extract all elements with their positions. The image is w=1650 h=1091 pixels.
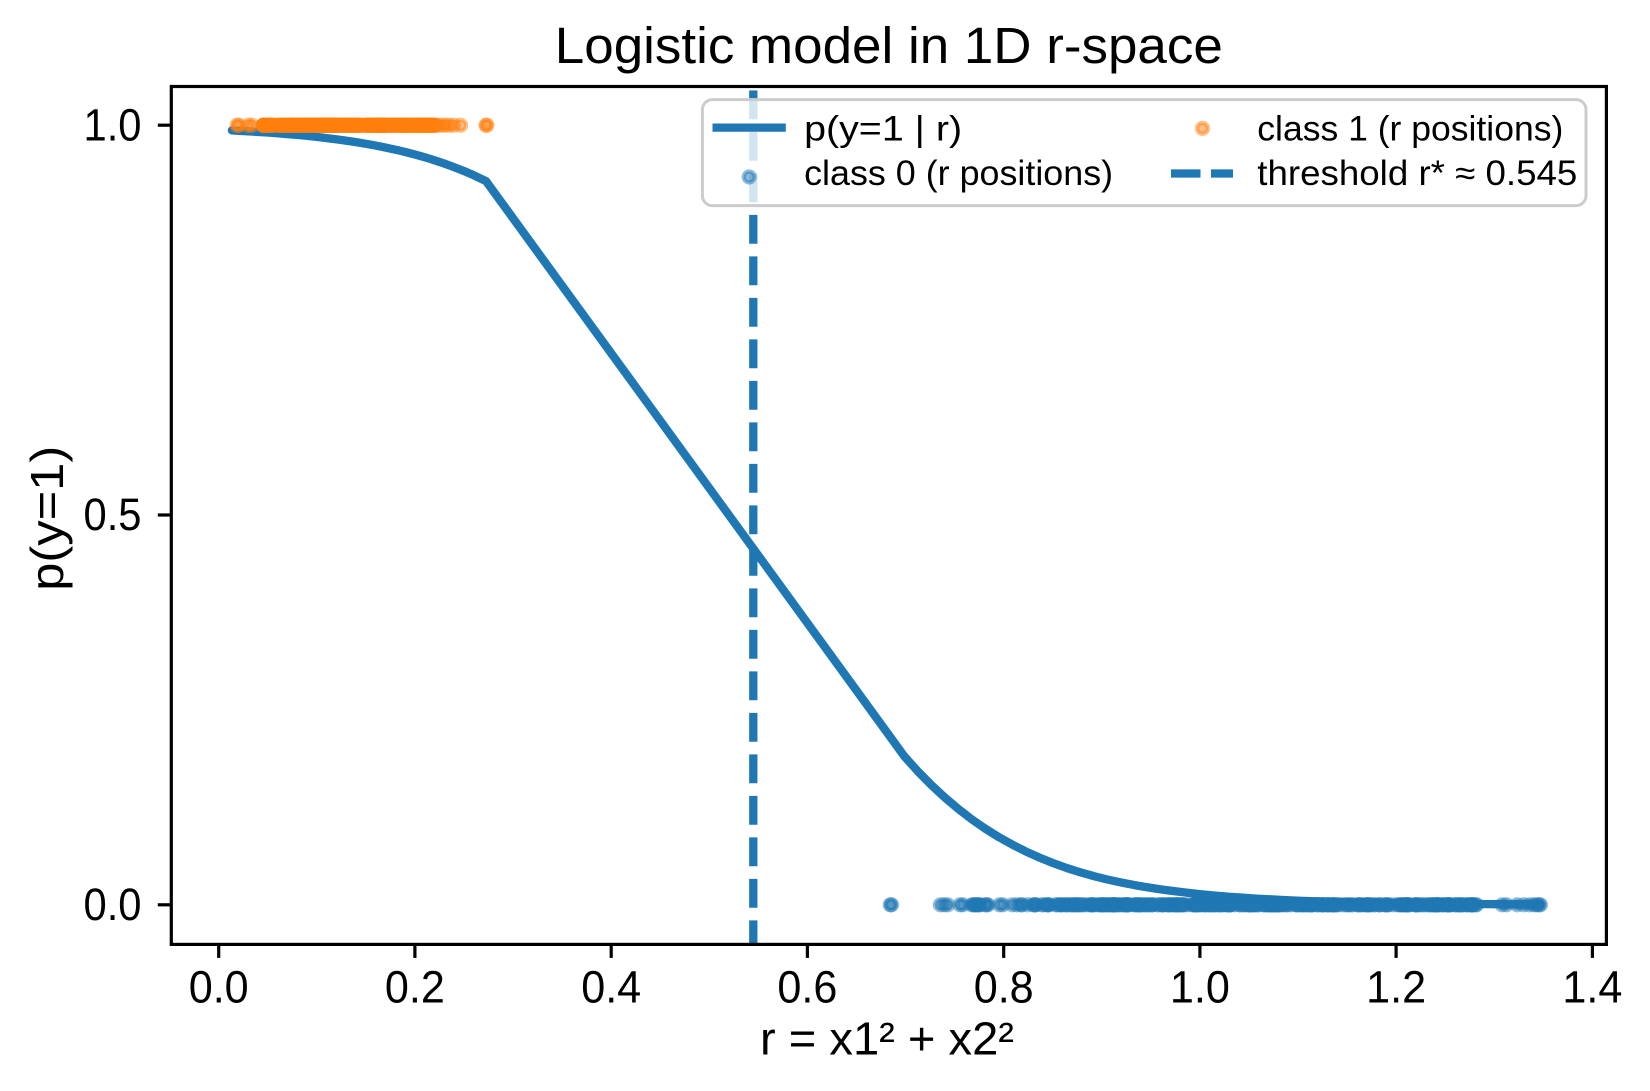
svg-text:1.4: 1.4 [1562, 961, 1622, 1012]
svg-text:0.6: 0.6 [777, 961, 837, 1012]
svg-text:0.5: 0.5 [84, 489, 142, 540]
svg-text:1.0: 1.0 [1170, 961, 1230, 1012]
svg-text:class 0 (r positions): class 0 (r positions) [804, 154, 1113, 193]
svg-text:Logistic model in 1D r-space: Logistic model in 1D r-space [555, 17, 1223, 74]
svg-text:threshold r* ≈ 0.545: threshold r* ≈ 0.545 [1257, 154, 1577, 193]
svg-text:p(y=1 | r): p(y=1 | r) [804, 109, 962, 148]
svg-text:r = x1² + x2²: r = x1² + x2² [760, 1013, 1014, 1065]
svg-text:0.4: 0.4 [581, 961, 641, 1012]
svg-text:1.0: 1.0 [84, 99, 142, 150]
svg-text:0.2: 0.2 [385, 961, 445, 1012]
svg-text:1.2: 1.2 [1366, 961, 1426, 1012]
svg-text:0.0: 0.0 [84, 879, 142, 930]
svg-text:class 1 (r positions): class 1 (r positions) [1257, 109, 1563, 148]
svg-text:0.0: 0.0 [189, 961, 249, 1012]
svg-text:p(y=1): p(y=1) [21, 446, 73, 591]
svg-text:0.8: 0.8 [974, 961, 1034, 1012]
